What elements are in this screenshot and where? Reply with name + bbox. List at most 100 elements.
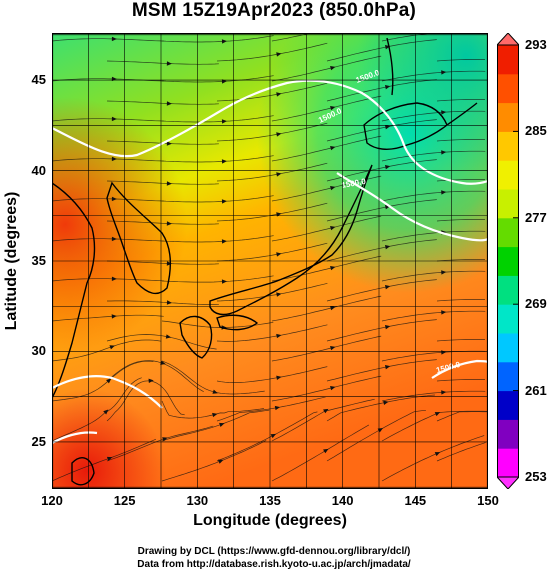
wind-arrowhead — [330, 185, 336, 191]
y-axis-label: Latitude (degrees) — [3, 191, 20, 331]
streamline — [161, 195, 274, 203]
streamline — [161, 75, 274, 83]
wind-arrowhead — [330, 225, 336, 231]
contour-label: 1500.0 — [341, 177, 367, 190]
streamline — [436, 411, 488, 422]
streamline — [216, 396, 326, 422]
contour-southwest — [52, 431, 98, 444]
wind-arrowhead — [111, 36, 117, 42]
colorbar-tick-label: 285 — [525, 123, 547, 139]
wind-arrowhead — [384, 365, 391, 370]
wind-arrowhead — [384, 165, 391, 170]
wind-arrowhead — [441, 310, 447, 315]
streamline — [381, 70, 486, 82]
x-tick-label: 125 — [113, 493, 136, 508]
streamline — [436, 442, 486, 462]
streamline — [271, 175, 382, 202]
streamline — [161, 360, 265, 395]
coastline-kyushu — [179, 315, 213, 359]
streamline — [436, 59, 486, 62]
wind-arrowhead — [166, 221, 172, 226]
wind-arrowhead — [441, 190, 447, 195]
wind-arrowhead — [212, 412, 218, 418]
wind-arrowhead — [276, 92, 282, 97]
coastline-china — [52, 182, 96, 399]
streamline — [161, 275, 274, 283]
streamline — [381, 190, 486, 202]
streamline — [326, 239, 437, 262]
streamline — [161, 409, 270, 442]
streamline — [271, 375, 382, 402]
wind-arrowhead — [162, 437, 168, 442]
streamline — [161, 440, 267, 482]
streamline — [52, 118, 164, 122]
coastline-sakhalin — [386, 37, 394, 96]
streamline — [271, 398, 375, 442]
contour-central — [336, 172, 488, 242]
streamline — [381, 270, 486, 282]
streamline — [271, 55, 382, 82]
wind-arrowhead — [330, 385, 336, 391]
wind-arrowhead — [111, 276, 117, 281]
wind-arrowhead — [441, 150, 447, 155]
wind-arrowhead — [106, 456, 113, 461]
streamline — [436, 179, 486, 182]
streamline — [106, 260, 219, 265]
wind-arrowhead — [276, 52, 282, 57]
wind-arrowhead — [221, 39, 227, 44]
colorbar-top-triangle — [497, 33, 519, 46]
wind-arrowhead — [276, 333, 282, 339]
wind-arrowhead — [219, 422, 225, 427]
x-tick-label: 150 — [477, 493, 499, 508]
wind-arrowhead — [276, 375, 282, 380]
streamline — [106, 360, 204, 393]
colorbar-band — [497, 390, 519, 420]
wind-arrowhead — [111, 156, 117, 162]
streamline — [52, 339, 162, 362]
footer-credit-data: Data from http://database.rish.kyoto-u.a… — [137, 559, 411, 570]
streamline — [326, 39, 437, 62]
streamline — [216, 162, 328, 182]
wind-arrowhead — [221, 239, 227, 244]
streamline — [216, 411, 318, 462]
colorbar-band — [497, 45, 519, 75]
wind-arrowhead — [441, 270, 447, 275]
y-tick-label: 45 — [31, 72, 46, 88]
streamline — [381, 390, 486, 402]
colorbar-frame — [497, 44, 519, 478]
x-tick-label: 140 — [331, 493, 354, 508]
wind-arrowhead — [111, 236, 117, 242]
coastline-kuril — [446, 102, 478, 126]
wind-arrowhead — [330, 145, 336, 151]
coastline-taiwan — [71, 457, 95, 486]
streamline — [106, 220, 219, 225]
streamline — [326, 394, 435, 422]
streamline — [326, 119, 437, 142]
wind-arrowhead — [221, 159, 227, 164]
wind-arrowhead — [165, 334, 172, 339]
streamline — [271, 135, 382, 162]
streamline — [326, 319, 437, 342]
x-axis-label: Longitude (degrees) — [193, 512, 347, 529]
wind-arrowhead — [218, 459, 224, 464]
colorbar-band — [497, 189, 519, 219]
streamline — [326, 359, 437, 382]
streamline — [216, 202, 328, 222]
streamline — [52, 360, 154, 402]
colorbar-band — [497, 333, 519, 363]
colorbar-tick-label: 277 — [525, 209, 547, 225]
streamline — [381, 310, 486, 322]
wind-arrowhead — [434, 452, 441, 457]
chart-title: MSM 15Z19Apr2023 (850.0hPa) — [131, 0, 417, 21]
wind-arrowhead — [276, 132, 282, 137]
streamline — [52, 238, 164, 242]
wind-arrowhead — [166, 261, 172, 266]
colorbar-band — [497, 361, 519, 392]
wind-arrows — [103, 36, 447, 464]
colorbar-band — [497, 217, 519, 248]
wind-arrowhead — [166, 300, 172, 305]
streamline — [326, 279, 437, 302]
streamline — [436, 99, 486, 102]
streamline — [436, 339, 486, 342]
